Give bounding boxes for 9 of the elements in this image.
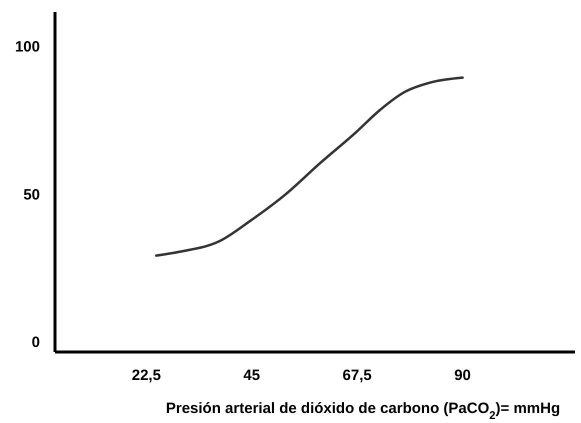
y-tick-label: 50 bbox=[23, 186, 40, 204]
x-tick-label: 22,5 bbox=[132, 367, 161, 384]
line-series bbox=[154, 76, 464, 257]
x-axis-title: Presión arterial de dióxido de carbono (PaCO$_{2}$)= mmHg bbox=[166, 400, 560, 422]
y-tick-label: 0 bbox=[32, 334, 40, 352]
x-tick-label: 67,5 bbox=[342, 367, 372, 384]
y-tick-label: 100 bbox=[14, 38, 40, 56]
x-tick-label: 90 bbox=[454, 367, 471, 384]
x-tick-label: 45 bbox=[243, 367, 260, 384]
